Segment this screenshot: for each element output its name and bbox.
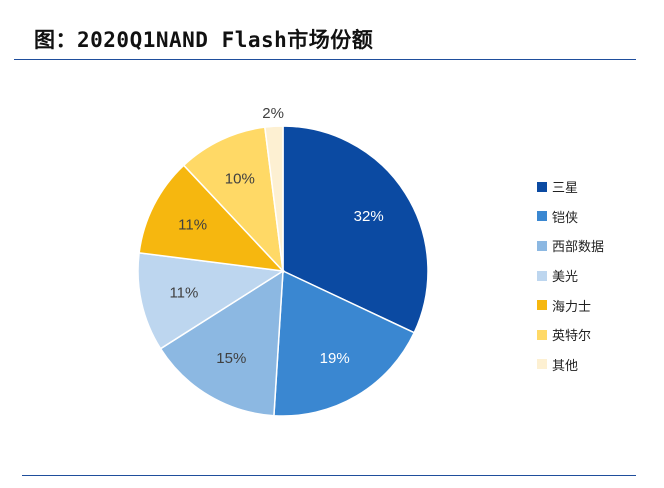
legend-swatch	[537, 300, 547, 311]
pie-slice	[263, 125, 284, 272]
chart-title: 图：2020Q1NAND Flash市场份额	[34, 28, 374, 52]
legend-label: 美光	[552, 270, 579, 286]
legend-item: 西部数据	[537, 231, 604, 261]
legend-swatch	[537, 211, 547, 222]
legend-swatch	[537, 329, 547, 340]
legend-item: 其他	[537, 350, 604, 380]
slice-data-label: 19%	[320, 350, 350, 367]
slice-data-label: 15%	[216, 350, 246, 367]
legend-label: 三星	[552, 181, 579, 197]
pie-slice	[137, 251, 286, 350]
slice-data-label: 10%	[225, 171, 255, 188]
legend-item: 铠侠	[537, 202, 604, 232]
pie-slice	[159, 269, 284, 417]
slice-data-label: 11%	[169, 285, 198, 302]
legend-label: 西部数据	[552, 240, 605, 256]
slice-data-label: 2%	[262, 105, 284, 122]
legend-item: 三星	[537, 172, 604, 202]
pie-slice	[182, 126, 285, 274]
slice-data-label: 32%	[354, 208, 384, 225]
legend-label: 其他	[552, 358, 579, 374]
legend-label: 英特尔	[552, 329, 592, 345]
legend-swatch	[537, 240, 547, 251]
chart-legend: 三星铠侠西部数据美光海力士英特尔其他	[537, 172, 604, 379]
footer-divider	[22, 475, 636, 476]
slice-data-label: 11%	[178, 216, 207, 233]
legend-item: 英特尔	[537, 320, 604, 350]
legend-swatch	[537, 359, 547, 370]
legend-swatch	[537, 270, 547, 281]
pie-slice	[273, 269, 416, 417]
pie-slice	[138, 164, 285, 273]
legend-item: 美光	[537, 261, 604, 291]
legend-label: 铠侠	[552, 210, 579, 226]
legend-swatch	[537, 181, 547, 192]
pie-slice	[282, 125, 429, 334]
legend-item: 海力士	[537, 290, 604, 320]
title-divider	[14, 59, 636, 60]
legend-label: 海力士	[552, 299, 592, 315]
